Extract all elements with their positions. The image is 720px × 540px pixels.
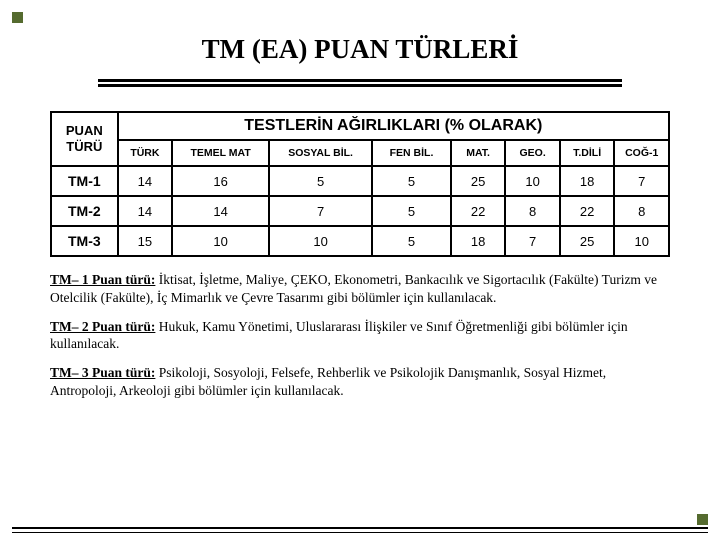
notes-block: TM– 1 Puan türü: İktisat, İşletme, Maliy… [50,271,670,400]
cell: 7 [614,166,669,196]
cell: 22 [451,196,506,226]
corner-decoration-top-left [12,12,23,23]
table-row: TM-1 14 16 5 5 25 10 18 7 [51,166,669,196]
corner-decoration-bottom-right [697,514,708,525]
col-header: GEO. [505,140,560,166]
cell: 14 [118,166,173,196]
note-lead: TM– 1 Puan türü: [50,272,155,287]
col-header: MAT. [451,140,506,166]
cell: 7 [269,196,372,226]
title-underline [98,79,623,87]
note-paragraph: TM– 2 Puan türü: Hukuk, Kamu Yönetimi, U… [50,318,670,354]
title-block: TM (EA) PUAN TÜRLERİ [40,34,680,87]
note-paragraph: TM– 1 Puan türü: İktisat, İşletme, Maliy… [50,271,670,307]
cell: 5 [269,166,372,196]
cell: 10 [172,226,269,256]
note-lead: TM– 3 Puan türü: [50,365,155,380]
cell: 14 [118,196,173,226]
cell: 15 [118,226,173,256]
col-header: SOSYAL BİL. [269,140,372,166]
cell: 5 [372,226,451,256]
cell: 16 [172,166,269,196]
table-banner: TESTLERİN AĞIRLIKLARI (% OLARAK) [118,112,669,140]
table-row: TM-2 14 14 7 5 22 8 22 8 [51,196,669,226]
cell: 18 [451,226,506,256]
cell: 8 [505,196,560,226]
row-header-label: PUAN TÜRÜ [51,112,118,166]
col-header: TÜRK [118,140,173,166]
cell: 14 [172,196,269,226]
cell: 10 [614,226,669,256]
page-title: TM (EA) PUAN TÜRLERİ [40,34,680,65]
col-header: FEN BİL. [372,140,451,166]
cell: 10 [505,166,560,196]
cell: 5 [372,166,451,196]
row-label: TM-2 [51,196,118,226]
cell: 25 [560,226,615,256]
weights-table: PUAN TÜRÜ TESTLERİN AĞIRLIKLARI (% OLARA… [50,111,670,257]
cell: 8 [614,196,669,226]
cell: 18 [560,166,615,196]
weights-table-wrap: PUAN TÜRÜ TESTLERİN AĞIRLIKLARI (% OLARA… [50,111,670,257]
cell: 5 [372,196,451,226]
note-paragraph: TM– 3 Puan türü: Psikoloji, Sosyoloji, F… [50,364,670,400]
cell: 22 [560,196,615,226]
table-row: TM-3 15 10 10 5 18 7 25 10 [51,226,669,256]
row-label: TM-1 [51,166,118,196]
col-header: TEMEL MAT [172,140,269,166]
footer-rule [12,527,708,529]
note-lead: TM– 2 Puan türü: [50,319,155,334]
cell: 7 [505,226,560,256]
row-label: TM-3 [51,226,118,256]
cell: 10 [269,226,372,256]
cell: 25 [451,166,506,196]
col-header: COĞ-1 [614,140,669,166]
col-header: T.DİLİ [560,140,615,166]
